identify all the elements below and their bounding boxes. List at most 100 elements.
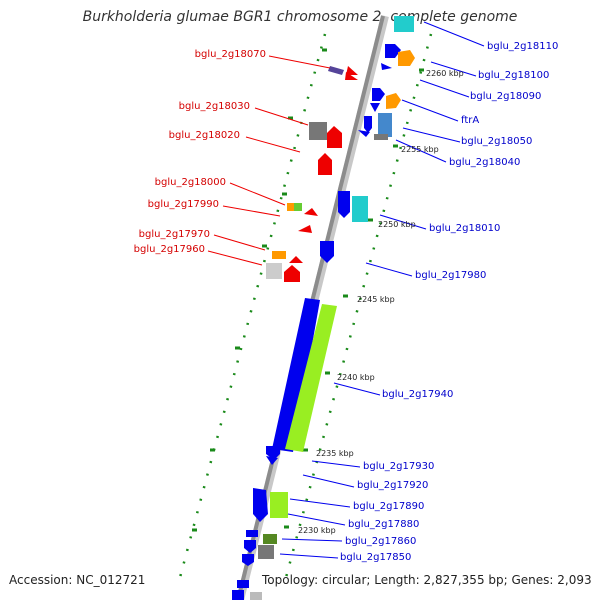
position-tick-label: 2250 kbp xyxy=(378,220,416,229)
gene-bglu_2g18000-part[interactable] xyxy=(294,203,302,211)
connector-r9 xyxy=(333,382,381,396)
gene-ftrA[interactable] xyxy=(372,88,385,101)
gene-bglu_2g18070[interactable] xyxy=(328,66,344,75)
position-tick-label: 2245 kbp xyxy=(357,295,395,304)
gene-label-right[interactable]: ftrA xyxy=(461,115,480,126)
gene-large-blue[interactable] xyxy=(272,298,320,452)
topology-summary: Topology: circular; Length: 2,827,355 bp… xyxy=(262,573,592,587)
connector-r12 xyxy=(289,498,351,508)
gene-label-left[interactable]: bglu_2g18070 xyxy=(194,49,266,60)
gene-bglu_2g18090[interactable] xyxy=(398,50,415,66)
gene-small-gray[interactable] xyxy=(250,592,262,600)
gene-label-left[interactable]: bglu_2g18020 xyxy=(168,130,240,141)
gene-bglu_2g17970[interactable] xyxy=(272,251,286,259)
gene-label-left[interactable]: bglu_2g17970 xyxy=(138,229,210,240)
connector-l2 xyxy=(254,107,309,126)
gene-bglu_2g17850[interactable] xyxy=(258,545,274,559)
gene-label-right[interactable]: bglu_2g17850 xyxy=(340,552,412,563)
gene-small-block[interactable] xyxy=(242,554,254,566)
gene-label-right[interactable]: bglu_2g17890 xyxy=(353,501,425,512)
connector-r2 xyxy=(430,61,477,77)
connector-r5 xyxy=(402,127,461,143)
gene-small-red[interactable] xyxy=(345,72,358,80)
position-tick-label: 2240 kbp xyxy=(337,373,375,382)
gene-label-right[interactable]: bglu_2g18010 xyxy=(429,223,501,234)
gene-bglu_2g18050[interactable] xyxy=(386,93,401,109)
connector-l6 xyxy=(213,234,266,251)
gene-bglu_2g17990[interactable] xyxy=(304,208,318,216)
gene-small-gray[interactable] xyxy=(374,134,388,140)
gene-label-right[interactable]: bglu_2g17980 xyxy=(415,270,487,281)
gene-blue-block[interactable] xyxy=(338,191,350,218)
connector-l7 xyxy=(207,250,263,266)
gene-bglu_2g18000[interactable] xyxy=(287,203,294,211)
gene-small-red[interactable] xyxy=(289,256,303,263)
connector-l3 xyxy=(245,136,301,153)
gene-bglu_2g17940[interactable] xyxy=(285,304,337,452)
gene-label-right[interactable]: bglu_2g18100 xyxy=(478,70,550,81)
gene-bglu_2g18110[interactable] xyxy=(394,16,414,32)
gene-bglu_2g18020[interactable] xyxy=(318,153,332,175)
gene-bglu_2g17930[interactable] xyxy=(266,446,280,460)
gene-label-right[interactable]: bglu_2g18050 xyxy=(461,136,533,147)
gene-small-arrow[interactable] xyxy=(358,130,370,137)
gene-small-block[interactable] xyxy=(232,590,244,600)
tick-dashes xyxy=(192,48,424,532)
connector-r1 xyxy=(423,21,485,47)
left-label-connectors xyxy=(207,55,331,266)
connector-r10 xyxy=(311,460,361,468)
gene-label-left[interactable]: bglu_2g18000 xyxy=(154,177,226,188)
gene-bglu_2g17890[interactable] xyxy=(253,488,268,522)
gene-small-block[interactable] xyxy=(246,530,258,537)
position-tick-label: 2235 kbp xyxy=(316,449,354,458)
right-label-connectors xyxy=(279,21,485,559)
gene-bglu_2g17880[interactable] xyxy=(270,492,288,518)
connector-r11 xyxy=(302,474,355,488)
gene-small-arrow[interactable] xyxy=(381,63,392,70)
gene-small-red[interactable] xyxy=(298,225,312,233)
gene-label-right[interactable]: bglu_2g17920 xyxy=(357,480,429,491)
gene-bglu_2g18010[interactable] xyxy=(352,196,368,222)
gene-small-block[interactable] xyxy=(364,116,372,133)
gene-small-red[interactable] xyxy=(346,66,358,75)
gene-bglu_2g18100[interactable] xyxy=(385,44,401,58)
connector-l4 xyxy=(229,182,286,206)
gene-label-left[interactable]: bglu_2g18030 xyxy=(178,101,250,112)
gene-bglu_2g17860[interactable] xyxy=(263,534,277,544)
gene-bglu_2g17980[interactable] xyxy=(320,241,334,263)
gene-small-block[interactable] xyxy=(237,580,249,588)
gene-red-arrow[interactable] xyxy=(327,126,342,148)
gene-label-right[interactable]: bglu_2g17860 xyxy=(345,536,417,547)
gene-label-left[interactable]: bglu_2g17990 xyxy=(147,199,219,210)
connector-r4 xyxy=(401,99,459,122)
gene-bglu_2g18040[interactable] xyxy=(378,113,392,137)
connector-r8 xyxy=(365,262,413,277)
gene-red-arrow[interactable] xyxy=(284,265,300,282)
position-tick-label: 2230 kbp xyxy=(298,526,336,535)
gene-label-right[interactable]: bglu_2g17940 xyxy=(382,389,454,400)
connector-l1 xyxy=(268,55,331,69)
gene-small-block[interactable] xyxy=(244,540,256,553)
gene-bglu_2g18030[interactable] xyxy=(309,122,327,140)
gene-label-left[interactable]: bglu_2g17960 xyxy=(133,244,205,255)
connector-r7 xyxy=(379,214,427,230)
position-tick-label: 2260 kbp xyxy=(426,69,464,78)
connector-l5 xyxy=(222,205,281,217)
gene-label-right[interactable]: bglu_2g18110 xyxy=(487,41,559,52)
connector-r13 xyxy=(287,513,346,526)
gene-small-arrow[interactable] xyxy=(370,103,380,112)
connector-r14 xyxy=(281,538,343,542)
connector-r15 xyxy=(279,553,339,559)
gene-label-right[interactable]: bglu_2g17880 xyxy=(348,519,420,530)
connector-r3 xyxy=(419,79,470,98)
gene-label-right[interactable]: bglu_2g18040 xyxy=(449,157,521,168)
gene-label-right[interactable]: bglu_2g18090 xyxy=(470,91,542,102)
gene-bglu_2g17920[interactable] xyxy=(266,456,278,465)
connector-r6 xyxy=(395,139,447,163)
accession-label: Accession: NC_012721 xyxy=(9,573,146,587)
gene-label-right[interactable]: bglu_2g17930 xyxy=(363,461,435,472)
gene-bglu_2g17960[interactable] xyxy=(266,263,282,279)
position-tick-label: 2255 kbp xyxy=(401,145,439,154)
